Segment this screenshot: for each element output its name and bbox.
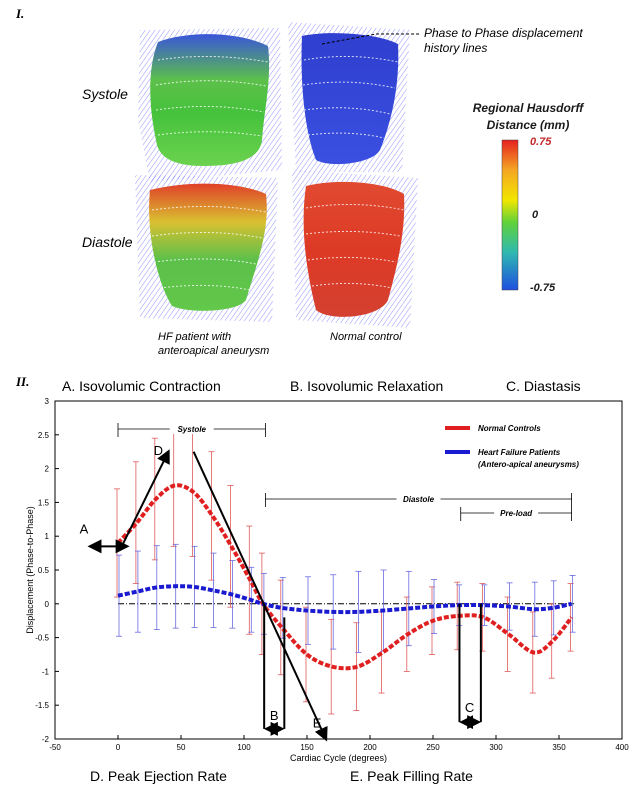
x-tick-label: 100	[237, 743, 251, 752]
colorbar-max: 0.75	[530, 136, 552, 148]
displacement-chart: -50 0 50 100 150 200 250 300 350 400 -2 -1.5 -1 -0.5 0…	[25, 397, 629, 763]
y-axis-label: Displacement (Phase-to-Phase)	[25, 506, 35, 634]
col-label-hf: HF patient with anteroapical aneurysm	[158, 331, 270, 357]
x-tick-label: 50	[177, 743, 186, 752]
x-tick-label: 150	[300, 743, 314, 752]
preload-bracket-label: Pre-load	[500, 509, 533, 518]
marker-e: E	[313, 716, 322, 731]
preload-bracket-label-bg	[494, 507, 539, 518]
y-tick-label: 3	[45, 397, 50, 406]
y-tick-label: -1.5	[35, 701, 49, 710]
peak-ejection-arrow	[120, 449, 170, 547]
series-line-heart-failure	[117, 584, 573, 615]
peak-filling-arrow	[192, 451, 328, 742]
marker-c: C	[465, 700, 474, 715]
x-tick-label: -50	[49, 743, 61, 752]
y-tick-label: 1	[45, 532, 50, 541]
x-tick-label: 300	[489, 743, 503, 752]
ventricle-renderings	[135, 22, 519, 328]
y-tick-label: 2.5	[38, 431, 50, 440]
legend: Normal Controls Heart Failure Patients (An…	[445, 424, 579, 469]
panel-ii-label: II.	[16, 374, 30, 389]
marker-b: B	[270, 708, 279, 723]
x-tick-label: 350	[552, 743, 566, 752]
x-axis-label: Cardiac Cycle (degrees)	[290, 753, 387, 763]
nc-diastole-ventricle	[303, 181, 405, 317]
y-tick-label: 1.5	[38, 498, 50, 507]
colorbar	[501, 139, 519, 291]
y-tick-label: 2	[45, 465, 50, 474]
systole-bracket-label-bg	[169, 423, 214, 434]
marker-d: D	[154, 443, 163, 458]
y-tick-label: -1	[42, 667, 50, 676]
contour-lines	[151, 55, 405, 291]
x-tick-label: 400	[615, 743, 629, 752]
series-line-normal-controls	[116, 483, 574, 671]
col-label-normal: Normal control	[330, 331, 402, 343]
x-tick-label: 0	[116, 743, 121, 752]
y-tick-label: 0	[45, 600, 50, 609]
legend-label: (Antero-apical aneurysms)	[478, 460, 579, 469]
segment-a: A. Isovolumic Contraction	[62, 378, 221, 394]
hf-diastole-ventricle	[149, 183, 267, 311]
diastole-bracket-label: Diastole	[403, 495, 435, 504]
nc-systole-ventricle	[301, 33, 399, 165]
y-tick-label: -2	[42, 735, 50, 744]
row-label-diastole: Diastole	[82, 234, 133, 250]
x-tick-label: 200	[363, 743, 377, 752]
legend-label: Normal Controls	[478, 424, 541, 433]
segment-b: B. Isovolumic Relaxation	[290, 378, 444, 394]
hf-systole-ventricle	[150, 34, 270, 166]
colorbar-title: Regional Hausdorff Distance (mm)	[472, 101, 584, 132]
callout-text: Phase to Phase displacement history line…	[424, 26, 583, 55]
marker-a: A	[80, 521, 89, 536]
segment-c: C. Diastasis	[506, 378, 581, 394]
y-tick-label: 0.5	[38, 566, 50, 575]
colorbar-min: -0.75	[530, 282, 556, 294]
x-tick-label: 250	[426, 743, 440, 752]
panel-i-label: I.	[16, 6, 25, 21]
segment-e: E. Peak Filling Rate	[350, 768, 473, 784]
y-tick-label: -0.5	[35, 634, 49, 643]
legend-label: Heart Failure Patients	[478, 448, 561, 457]
colorbar-mid: 0	[532, 209, 539, 221]
row-label-systole: Systole	[82, 86, 128, 102]
segment-d: D. Peak Ejection Rate	[90, 768, 227, 784]
diastole-bracket-label-bg	[396, 493, 441, 504]
systole-bracket-label: Systole	[177, 425, 206, 434]
